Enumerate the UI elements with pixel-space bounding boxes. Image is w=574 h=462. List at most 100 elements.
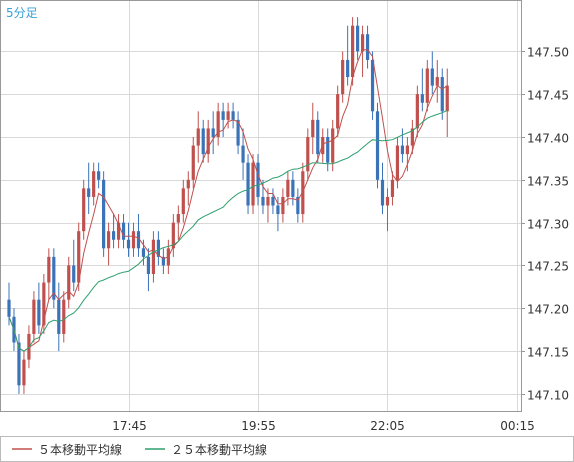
candle-body — [107, 231, 111, 249]
candle-body — [341, 59, 345, 95]
candle-body — [251, 162, 255, 206]
candle-body — [186, 179, 190, 189]
x-tick-label: 17:45 — [112, 419, 147, 433]
candle-body — [445, 85, 449, 112]
y-tick-label: 147.10 — [527, 389, 569, 403]
candle-body — [420, 94, 424, 103]
candle-body — [311, 119, 315, 137]
candle-body — [266, 196, 270, 206]
candle-body — [42, 282, 46, 326]
candle-body — [141, 248, 146, 257]
timeframe-label: 5分足 — [6, 6, 38, 20]
candle-body — [276, 205, 280, 215]
candle-body — [256, 162, 260, 197]
y-tick-label: 147.35 — [527, 175, 569, 189]
y-axis: 147.10 147.15 147.20 147.25 147.30 147.35 147.… — [521, 46, 569, 403]
candle-body — [306, 137, 310, 172]
candle-body — [226, 111, 230, 120]
legend-label-ma5: ５本移動平均線 — [38, 442, 122, 457]
candle-body — [415, 94, 419, 129]
candle-body — [390, 179, 395, 197]
candle-body — [365, 34, 370, 60]
legend-label-ma25: ２５本移動平均線 — [171, 442, 267, 457]
candle-body — [405, 145, 409, 155]
candle-body — [370, 59, 375, 112]
candle-body — [17, 342, 21, 386]
candle-body — [92, 171, 96, 197]
candle-body — [87, 188, 91, 197]
candle-body — [380, 179, 385, 206]
candle-body — [425, 68, 429, 103]
y-tick-label: 147.15 — [527, 346, 569, 360]
candle-body — [316, 119, 320, 155]
candle-body — [211, 128, 215, 137]
candle-body — [385, 196, 390, 206]
x-tick-label: 00:15 — [500, 419, 535, 433]
candle-body — [346, 59, 350, 78]
candle-body — [181, 188, 185, 215]
candle-body — [131, 231, 136, 249]
candle-body — [32, 299, 36, 334]
x-axis: 17:45 19:55 22:05 00:15 — [112, 419, 535, 433]
candle-body — [111, 231, 116, 240]
candle-body — [196, 128, 200, 146]
candle-body — [375, 111, 380, 180]
candle-body — [286, 179, 290, 197]
candle-body — [126, 239, 131, 249]
candle-body — [121, 222, 126, 240]
candle-body — [246, 162, 250, 206]
candle-body — [435, 77, 439, 86]
y-tick-label: 147.20 — [527, 303, 569, 317]
candle-body — [146, 256, 151, 274]
candle-body — [351, 25, 355, 78]
candle-body — [156, 239, 160, 257]
candle-body — [336, 94, 340, 129]
candle-body — [231, 111, 235, 120]
candle-body — [221, 111, 225, 120]
y-tick-label: 147.30 — [527, 218, 569, 232]
y-tick-label: 147.50 — [527, 46, 569, 60]
candle-body — [430, 68, 434, 86]
candle-body — [395, 145, 400, 180]
candle-body — [296, 196, 300, 215]
plot-frame — [0, 0, 522, 412]
candle-body — [271, 196, 275, 206]
ma25-line — [8, 110, 448, 352]
candle-body — [77, 231, 81, 283]
candle-body — [291, 179, 295, 197]
candle-body — [236, 119, 240, 146]
candle-body — [37, 299, 41, 326]
candle-body — [57, 299, 61, 334]
candle-body — [241, 145, 245, 163]
y-tick-label: 147.25 — [527, 260, 569, 274]
candle-body — [52, 256, 56, 300]
candle-body — [191, 145, 195, 180]
candle-body — [440, 77, 444, 112]
candle-body — [321, 137, 325, 155]
candle-body — [102, 179, 106, 249]
candle-body — [151, 239, 156, 274]
candle-body — [47, 256, 51, 283]
candle-body — [7, 299, 11, 317]
candle-body — [261, 196, 265, 206]
candle-body — [400, 145, 405, 155]
candle-body — [326, 137, 330, 163]
candle-body — [410, 128, 414, 146]
candle-body — [331, 128, 335, 163]
x-tick-label: 19:55 — [241, 419, 276, 433]
candle-body — [206, 128, 210, 155]
candle-body — [161, 256, 165, 266]
candle-body — [82, 188, 86, 232]
candle-layer — [7, 17, 449, 394]
y-tick-label: 147.45 — [527, 89, 569, 103]
candle-body — [201, 128, 205, 155]
ma5-line — [8, 49, 448, 352]
candle-body — [216, 111, 220, 137]
candle-body — [360, 34, 365, 52]
candle-body — [281, 196, 285, 215]
candle-body — [72, 265, 76, 283]
candle-body — [356, 25, 360, 52]
